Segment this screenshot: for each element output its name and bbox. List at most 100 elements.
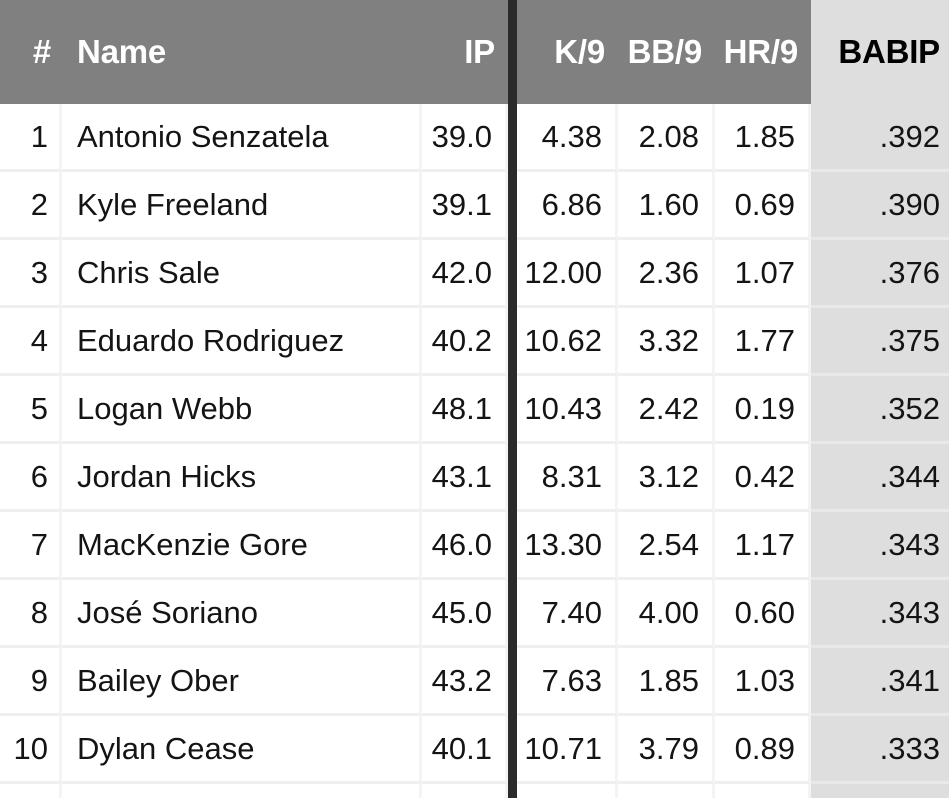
cell-babip: .344 bbox=[811, 444, 949, 512]
cell-ip: 43.2 bbox=[422, 648, 508, 716]
column-header-ip[interactable]: IP bbox=[422, 0, 508, 104]
row-group-divider bbox=[508, 104, 517, 172]
cell-rank: 3 bbox=[0, 240, 62, 308]
cell-hr9: 0.42 bbox=[715, 444, 811, 512]
table-row-partial[interactable] bbox=[0, 784, 949, 798]
cell-babip: .375 bbox=[811, 308, 949, 376]
cell-rank: 10 bbox=[0, 716, 62, 784]
column-header-k9[interactable]: K/9 bbox=[517, 0, 618, 104]
cell-k9: 12.00 bbox=[517, 240, 618, 308]
cell-k9: 13.30 bbox=[517, 512, 618, 580]
cell-babip: .390 bbox=[811, 172, 949, 240]
row-group-divider bbox=[508, 580, 517, 648]
cell-ip: 39.0 bbox=[422, 104, 508, 172]
cell-babip: .343 bbox=[811, 580, 949, 648]
cell-hr9: 0.19 bbox=[715, 376, 811, 444]
table-header: # Name IP K/9 BB/9 HR/9 BABIP bbox=[0, 0, 949, 104]
cell-ip: 43.1 bbox=[422, 444, 508, 512]
cell-k9: 10.71 bbox=[517, 716, 618, 784]
cell-ip: 40.2 bbox=[422, 308, 508, 376]
cell-hr9: 1.77 bbox=[715, 308, 811, 376]
column-header-hr9[interactable]: HR/9 bbox=[715, 0, 811, 104]
table-row[interactable]: 7 MacKenzie Gore 46.0 13.30 2.54 1.17.343 bbox=[0, 512, 949, 580]
cell-ip: 45.0 bbox=[422, 580, 508, 648]
row-group-divider bbox=[508, 648, 517, 716]
row-group-divider bbox=[508, 784, 517, 798]
column-header-babip[interactable]: BABIP bbox=[811, 0, 949, 104]
column-header-name[interactable]: Name bbox=[62, 0, 422, 104]
cell-bb9: 3.12 bbox=[618, 444, 715, 512]
cell-k9: 8.31 bbox=[517, 444, 618, 512]
cell-k9: 7.63 bbox=[517, 648, 618, 716]
cell-k9 bbox=[517, 784, 618, 798]
cell-rank: 4 bbox=[0, 308, 62, 376]
cell-ip bbox=[422, 784, 508, 798]
cell-hr9 bbox=[715, 784, 811, 798]
cell-babip: .376 bbox=[811, 240, 949, 308]
table-row[interactable]: 8 José Soriano 45.0 7.40 4.00 0.60.343 bbox=[0, 580, 949, 648]
row-group-divider bbox=[508, 172, 517, 240]
cell-ip: 39.1 bbox=[422, 172, 508, 240]
cell-k9: 10.43 bbox=[517, 376, 618, 444]
column-header-bb9[interactable]: BB/9 bbox=[618, 0, 715, 104]
row-group-divider bbox=[508, 240, 517, 308]
cell-bb9: 3.32 bbox=[618, 308, 715, 376]
row-group-divider bbox=[508, 716, 517, 784]
cell-name: Jordan Hicks bbox=[62, 444, 422, 512]
table-row[interactable]: 5 Logan Webb 48.1 10.43 2.42 0.19.352 bbox=[0, 376, 949, 444]
cell-rank: 9 bbox=[0, 648, 62, 716]
table-row[interactable]: 4 Eduardo Rodriguez 40.2 10.62 3.32 1.77.375 bbox=[0, 308, 949, 376]
cell-bb9: 2.08 bbox=[618, 104, 715, 172]
cell-k9: 4.38 bbox=[517, 104, 618, 172]
cell-ip: 46.0 bbox=[422, 512, 508, 580]
cell-rank: 6 bbox=[0, 444, 62, 512]
cell-babip: .343 bbox=[811, 512, 949, 580]
cell-name: MacKenzie Gore bbox=[62, 512, 422, 580]
table-row[interactable]: 6 Jordan Hicks 43.1 8.31 3.12 0.42.344 bbox=[0, 444, 949, 512]
cell-hr9: 1.17 bbox=[715, 512, 811, 580]
cell-hr9: 1.07 bbox=[715, 240, 811, 308]
cell-hr9: 0.60 bbox=[715, 580, 811, 648]
cell-bb9: 2.36 bbox=[618, 240, 715, 308]
cell-name bbox=[62, 784, 422, 798]
table-row[interactable]: 3 Chris Sale 42.0 12.00 2.36 1.07.376 bbox=[0, 240, 949, 308]
row-group-divider bbox=[508, 376, 517, 444]
cell-name: Kyle Freeland bbox=[62, 172, 422, 240]
cell-babip: .392 bbox=[811, 104, 949, 172]
column-group-divider bbox=[508, 0, 517, 104]
cell-rank bbox=[0, 784, 62, 798]
column-header-rank[interactable]: # bbox=[0, 0, 62, 104]
cell-k9: 6.86 bbox=[517, 172, 618, 240]
cell-rank: 5 bbox=[0, 376, 62, 444]
cell-rank: 1 bbox=[0, 104, 62, 172]
cell-bb9 bbox=[618, 784, 715, 798]
cell-ip: 40.1 bbox=[422, 716, 508, 784]
cell-hr9: 0.69 bbox=[715, 172, 811, 240]
row-group-divider bbox=[508, 444, 517, 512]
cell-babip: .352 bbox=[811, 376, 949, 444]
cell-name: José Soriano bbox=[62, 580, 422, 648]
cell-k9: 7.40 bbox=[517, 580, 618, 648]
cell-ip: 42.0 bbox=[422, 240, 508, 308]
table-row[interactable]: 9 Bailey Ober 43.2 7.63 1.85 1.03.341 bbox=[0, 648, 949, 716]
cell-babip: .333 bbox=[811, 716, 949, 784]
table-row[interactable]: 2 Kyle Freeland 39.1 6.86 1.60 0.69.390 bbox=[0, 172, 949, 240]
cell-name: Eduardo Rodriguez bbox=[62, 308, 422, 376]
cell-name: Dylan Cease bbox=[62, 716, 422, 784]
cell-rank: 7 bbox=[0, 512, 62, 580]
cell-babip: .341 bbox=[811, 648, 949, 716]
cell-name: Logan Webb bbox=[62, 376, 422, 444]
cell-k9: 10.62 bbox=[517, 308, 618, 376]
table-row[interactable]: 1 Antonio Senzatela 39.0 4.38 2.08 1.85.392 bbox=[0, 104, 949, 172]
cell-ip: 48.1 bbox=[422, 376, 508, 444]
cell-bb9: 1.85 bbox=[618, 648, 715, 716]
cell-hr9: 1.85 bbox=[715, 104, 811, 172]
cell-rank: 8 bbox=[0, 580, 62, 648]
row-group-divider bbox=[508, 308, 517, 376]
cell-name: Bailey Ober bbox=[62, 648, 422, 716]
cell-bb9: 4.00 bbox=[618, 580, 715, 648]
cell-name: Antonio Senzatela bbox=[62, 104, 422, 172]
table-row[interactable]: 10 Dylan Cease 40.1 10.71 3.79 0.89.333 bbox=[0, 716, 949, 784]
